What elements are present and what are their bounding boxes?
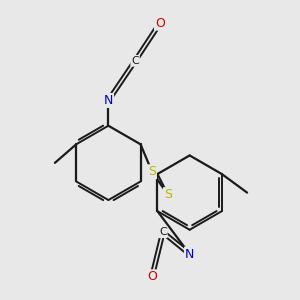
Text: S: S <box>148 165 156 178</box>
Text: N: N <box>104 94 113 107</box>
Text: O: O <box>155 17 165 30</box>
Text: C: C <box>131 56 139 66</box>
Text: S: S <box>164 188 172 201</box>
Text: O: O <box>147 270 157 283</box>
Text: C: C <box>159 227 167 237</box>
Text: N: N <box>185 248 194 260</box>
